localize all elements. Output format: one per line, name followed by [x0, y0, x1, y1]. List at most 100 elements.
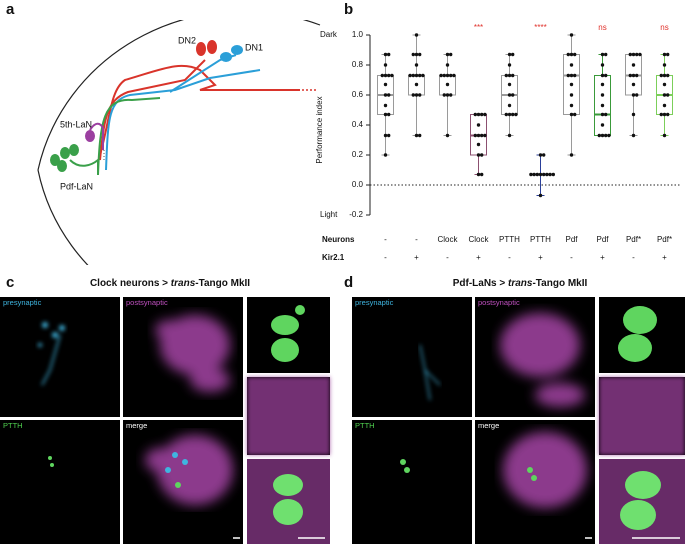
- data-point: [414, 82, 419, 87]
- condition-label: -: [508, 253, 511, 262]
- data-point: [383, 112, 388, 117]
- data-point: [569, 93, 574, 97]
- condition-label: Pdf: [565, 235, 578, 244]
- diagram-label: 5th-LaN: [60, 119, 92, 129]
- data-point: [600, 82, 605, 87]
- data-point: [480, 112, 484, 117]
- data-point: [600, 103, 605, 108]
- data-point: [597, 133, 601, 138]
- data-point: [442, 73, 446, 78]
- data-point: [418, 73, 422, 78]
- data-point: [383, 63, 388, 67]
- data-point: [383, 103, 388, 108]
- condition-label: Clock: [437, 235, 458, 244]
- data-point: [569, 103, 574, 108]
- data-point: [387, 52, 391, 57]
- data-point: [390, 73, 394, 78]
- data-point: [414, 73, 419, 78]
- data-point: [573, 112, 577, 117]
- data-point: [638, 52, 642, 57]
- condition-label: Clock: [468, 235, 489, 244]
- data-point: [548, 172, 552, 177]
- data-point: [600, 123, 605, 127]
- data-point: [507, 52, 512, 57]
- data-point: [383, 82, 388, 87]
- data-point: [573, 73, 577, 78]
- data-point: [383, 133, 388, 138]
- data-point: [414, 133, 419, 138]
- data-point: [476, 112, 481, 117]
- data-point: [507, 73, 512, 78]
- data-point: [449, 73, 453, 78]
- data-point: [387, 73, 391, 78]
- data-point: [445, 93, 450, 97]
- data-point: [551, 172, 555, 177]
- data-point: [569, 153, 574, 157]
- panel-label: a: [6, 1, 15, 18]
- data-point: [662, 73, 667, 78]
- data-point: [631, 63, 636, 67]
- data-point: [480, 133, 484, 138]
- condition-label: +: [600, 253, 605, 262]
- data-point: [504, 112, 508, 117]
- data-point: [635, 73, 639, 78]
- data-point: [452, 73, 456, 78]
- data-point: [414, 93, 419, 97]
- data-point: [631, 133, 636, 138]
- y-tick-label: 0.6: [352, 90, 364, 99]
- channel-label: PTTH: [3, 421, 23, 430]
- condition-label: -: [384, 235, 387, 244]
- data-point: [514, 112, 518, 117]
- data-point: [476, 172, 481, 177]
- data-point: [628, 73, 632, 78]
- channel-label: postsynaptic: [126, 298, 168, 307]
- data-point: [473, 112, 477, 117]
- data-point: [628, 52, 632, 57]
- data-point: [538, 153, 543, 157]
- data-point: [662, 103, 667, 108]
- data-point: [545, 172, 549, 177]
- data-point: [411, 73, 415, 78]
- data-point: [507, 63, 512, 67]
- data-point: [445, 52, 450, 57]
- data-point: [542, 172, 546, 177]
- data-point: [483, 133, 487, 138]
- significance: ns: [660, 23, 668, 32]
- data-point: [387, 133, 391, 138]
- data-point: [666, 112, 670, 117]
- data-point: [507, 133, 512, 138]
- y-axis-label: Performance index: [315, 96, 324, 163]
- data-point: [569, 52, 574, 57]
- data-point: [535, 172, 539, 177]
- data-point: [532, 172, 536, 177]
- data-point: [414, 33, 419, 37]
- data-point: [442, 93, 446, 97]
- micrograph-grid: [0, 297, 330, 544]
- data-point: [662, 112, 667, 117]
- data-point: [635, 93, 639, 97]
- data-point: [511, 112, 515, 117]
- data-point: [408, 73, 412, 78]
- diagram-label: Pdf-LaN: [60, 181, 93, 191]
- data-point: [631, 82, 636, 87]
- y-top-label: Dark: [320, 30, 338, 39]
- data-point: [445, 133, 450, 138]
- channel-label: PTTH: [355, 421, 375, 430]
- data-point: [511, 73, 515, 78]
- data-point: [476, 142, 481, 147]
- data-point: [538, 172, 543, 177]
- condition-label: Pdf: [596, 235, 609, 244]
- y-tick-label: 0.4: [352, 120, 364, 129]
- data-point: [631, 93, 636, 97]
- y-tick-label: 0.0: [352, 180, 364, 189]
- diagram-label: DN1: [245, 42, 263, 52]
- condition-label: -: [632, 253, 635, 262]
- y-tick-label: 0.8: [352, 60, 364, 69]
- data-point: [439, 73, 443, 78]
- channel-label: presynaptic: [355, 298, 394, 307]
- data-point: [507, 93, 512, 97]
- data-point: [511, 93, 515, 97]
- data-point: [600, 133, 605, 138]
- data-point: [418, 52, 422, 57]
- significance: ****: [534, 23, 546, 32]
